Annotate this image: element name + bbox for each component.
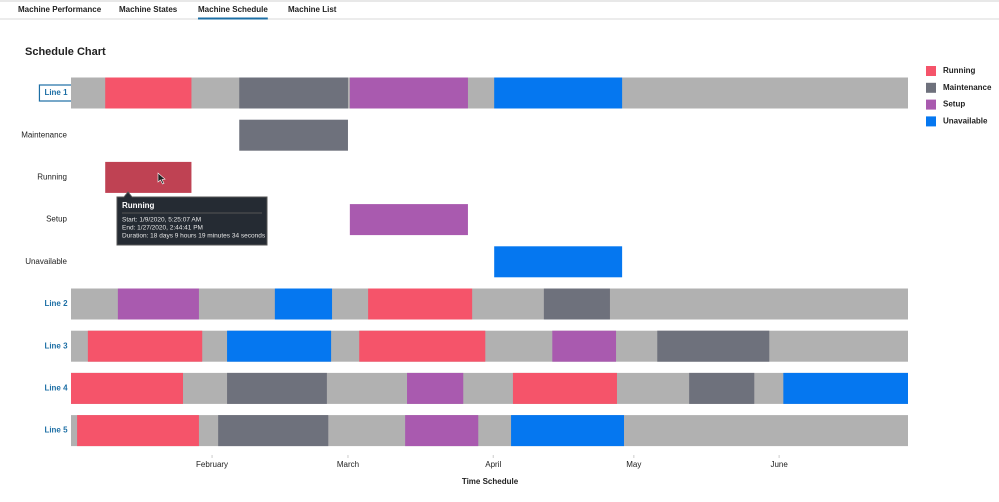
schedule-segment[interactable]: [359, 330, 486, 362]
schedule-segment[interactable]: [783, 372, 908, 404]
row-label: Running: [37, 173, 67, 182]
tab[interactable]: Machine Schedule: [198, 5, 268, 14]
schedule-segment[interactable]: [77, 415, 199, 447]
schedule-segment[interactable]: [407, 372, 464, 404]
row-label: Unavailable: [25, 257, 67, 266]
schedule-segment[interactable]: [494, 246, 623, 278]
schedule-segment[interactable]: [689, 372, 755, 404]
schedule-segment[interactable]: [405, 415, 479, 447]
schedule-segment[interactable]: [239, 77, 348, 109]
schedule-segment[interactable]: [543, 288, 610, 320]
tab[interactable]: Machine States: [119, 5, 178, 14]
legend-label[interactable]: Unavailable: [943, 117, 988, 126]
schedule-segment[interactable]: [105, 161, 192, 193]
row-track: [71, 77, 908, 109]
tooltip-title: Running: [122, 201, 155, 210]
tooltip-box: [116, 191, 268, 246]
schedule-segment[interactable]: [227, 330, 332, 362]
x-tick-label: May: [626, 460, 641, 469]
legend-swatch: [926, 66, 936, 76]
chart-title: Schedule Chart: [25, 46, 106, 58]
schedule-segment[interactable]: [105, 77, 192, 109]
x-tick-label: March: [337, 460, 359, 469]
schedule-segment[interactable]: [117, 288, 199, 320]
schedule-segment[interactable]: [218, 415, 329, 447]
legend-label[interactable]: Setup: [943, 100, 965, 109]
row-label[interactable]: Line 2: [44, 299, 68, 308]
schedule-segment[interactable]: [239, 119, 348, 151]
schedule-segment[interactable]: [368, 288, 473, 320]
x-tick-label: February: [196, 460, 228, 469]
row-label: Setup: [46, 215, 67, 224]
legend-swatch: [926, 99, 936, 110]
legend-label[interactable]: Running: [943, 66, 976, 75]
tooltip-line: End: 1/27/2020, 2:44:41 PM: [122, 225, 203, 232]
row-label[interactable]: Line 4: [44, 384, 68, 393]
tooltip-line: Start: 1/9/2020, 5:25:07 AM: [122, 217, 201, 224]
row-label[interactable]: Line 3: [44, 341, 68, 350]
legend-label[interactable]: Maintenance: [943, 83, 992, 92]
schedule-segment[interactable]: [349, 204, 468, 236]
row-label: Maintenance: [21, 130, 67, 139]
row-label[interactable]: Line 1: [44, 88, 68, 97]
schedule-segment[interactable]: [349, 77, 468, 109]
tooltip-line: Duration: 18 days 9 hours 19 minutes 34 …: [122, 233, 266, 240]
schedule-segment[interactable]: [227, 372, 327, 404]
schedule-segment[interactable]: [512, 372, 617, 404]
schedule-segment[interactable]: [494, 77, 623, 109]
tab[interactable]: Machine Performance: [18, 5, 102, 14]
x-tick-label: April: [485, 460, 501, 469]
x-tick-label: June: [770, 460, 788, 469]
schedule-segment[interactable]: [87, 330, 203, 362]
x-axis-label: Time Schedule: [462, 477, 519, 486]
row-track: [71, 288, 908, 320]
legend-swatch: [926, 116, 936, 127]
schedule-segment[interactable]: [511, 415, 625, 447]
row-label[interactable]: Line 5: [44, 426, 68, 435]
mouse-cursor: [157, 172, 166, 185]
schedule-segment[interactable]: [274, 288, 333, 320]
schedule-segment[interactable]: [71, 372, 184, 404]
tab[interactable]: Machine List: [288, 5, 337, 14]
legend-swatch: [926, 82, 936, 93]
row-track: [71, 415, 908, 447]
tab-bar: Machine Performance Machine States Machine…: [18, 5, 337, 14]
schedule-segment[interactable]: [657, 330, 770, 362]
row-track: [71, 372, 908, 404]
schedule-segment[interactable]: [552, 330, 617, 362]
